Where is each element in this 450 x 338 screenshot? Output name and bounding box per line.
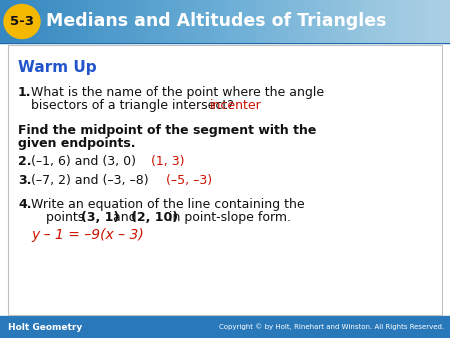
FancyBboxPatch shape xyxy=(8,45,442,315)
Text: (–7, 2) and (–3, –8): (–7, 2) and (–3, –8) xyxy=(31,174,148,187)
Text: (–5, –3): (–5, –3) xyxy=(166,174,212,187)
Text: 1.: 1. xyxy=(18,86,32,99)
Text: Copyright © by Holt, Rinehart and Winston. All Rights Reserved.: Copyright © by Holt, Rinehart and Winsto… xyxy=(219,324,444,330)
Text: bisectors of a triangle intersect?: bisectors of a triangle intersect? xyxy=(31,99,234,112)
Text: Write an equation of the line containing the: Write an equation of the line containing… xyxy=(31,198,305,211)
Ellipse shape xyxy=(4,4,40,39)
Text: incenter: incenter xyxy=(210,99,262,112)
Text: 5-3: 5-3 xyxy=(10,15,34,28)
Text: and: and xyxy=(109,211,140,224)
Text: 3.: 3. xyxy=(18,174,32,187)
Text: Find the midpoint of the segment with the: Find the midpoint of the segment with th… xyxy=(18,124,316,137)
Text: given endpoints.: given endpoints. xyxy=(18,137,135,150)
Text: Warm Up: Warm Up xyxy=(18,60,97,75)
Text: points: points xyxy=(46,211,88,224)
Text: (2, 10): (2, 10) xyxy=(131,211,178,224)
Text: Holt Geometry: Holt Geometry xyxy=(8,322,82,332)
Text: in point-slope form.: in point-slope form. xyxy=(165,211,291,224)
Text: 4.: 4. xyxy=(18,198,32,211)
Text: y – 1 = –9(x – 3): y – 1 = –9(x – 3) xyxy=(31,228,144,242)
Text: (3, 1): (3, 1) xyxy=(81,211,119,224)
Text: What is the name of the point where the angle: What is the name of the point where the … xyxy=(31,86,324,99)
Text: (–1, 6) and (3, 0): (–1, 6) and (3, 0) xyxy=(31,155,136,168)
Text: Medians and Altitudes of Triangles: Medians and Altitudes of Triangles xyxy=(46,13,387,30)
Text: (1, 3): (1, 3) xyxy=(151,155,184,168)
Text: 2.: 2. xyxy=(18,155,32,168)
